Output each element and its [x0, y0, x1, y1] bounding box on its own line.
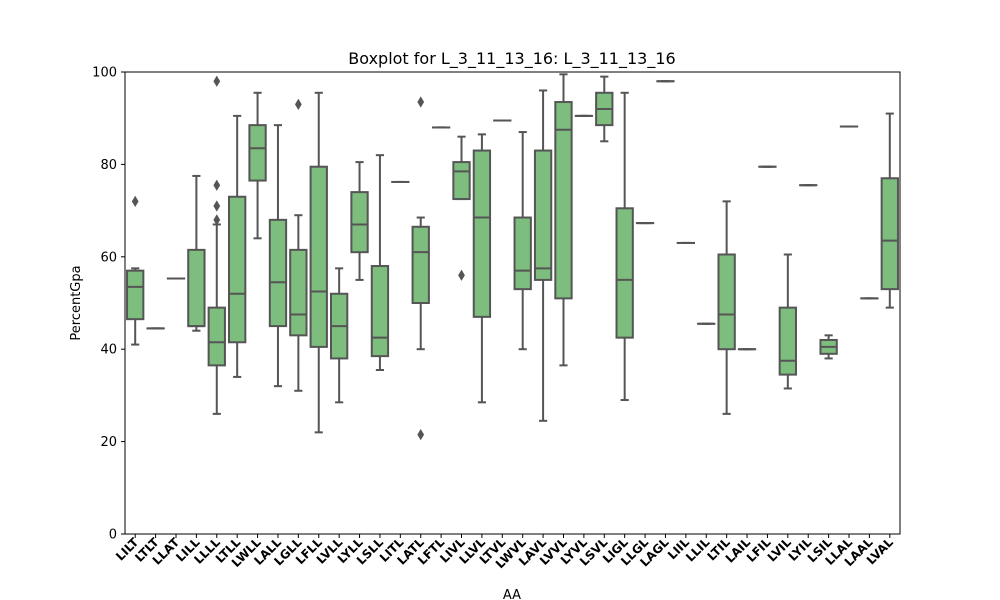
box-body	[228, 195, 247, 344]
y-tick-label: 40	[100, 343, 117, 358]
box-LVLL	[329, 267, 349, 404]
box-LIVL	[452, 135, 471, 281]
box-LIGL	[615, 91, 634, 402]
box-LILL	[187, 174, 206, 332]
box-body	[309, 165, 328, 348]
box-body	[126, 269, 145, 321]
box-LSIL	[819, 334, 838, 360]
box-body	[554, 101, 573, 300]
outlier-point	[213, 214, 221, 226]
box-body	[513, 216, 532, 291]
y-tick-label: 60	[100, 250, 117, 265]
outlier-point	[458, 269, 465, 281]
plot-area	[126, 73, 899, 441]
outlier-point	[213, 200, 221, 212]
box-LILT	[126, 195, 145, 346]
box-body	[411, 225, 430, 305]
box-body	[207, 306, 226, 367]
box-body	[187, 248, 206, 328]
x-axis-label: AA	[503, 588, 521, 600]
y-axis-label: PercentGpa	[69, 265, 84, 340]
box-body	[472, 149, 492, 318]
y-tick-label: 100	[92, 66, 117, 81]
box-body	[248, 124, 267, 182]
box-body	[778, 306, 797, 376]
box-LSLL	[370, 154, 390, 371]
y-tick-label: 80	[100, 158, 117, 173]
box-LTLL	[228, 114, 247, 378]
x-axis: LILTLTLTLLATLILLLLLLLTLLLWLLLALLLGLLLFLL…	[113, 534, 896, 571]
box-body	[289, 248, 308, 337]
outlier-point	[417, 96, 425, 108]
box-LATL	[411, 96, 430, 441]
box-body	[370, 265, 390, 358]
outlier-point	[131, 195, 139, 207]
box-LTIL	[717, 200, 736, 415]
y-tick-label: 20	[100, 435, 117, 450]
outlier-point	[213, 75, 221, 87]
box-LFLL	[309, 91, 328, 434]
box-LWVL	[513, 131, 532, 351]
axes-frame	[124, 71, 901, 535]
box-LYLL	[350, 161, 369, 281]
outlier-point	[417, 429, 425, 441]
box-body	[452, 161, 471, 201]
box-LLLL	[207, 75, 226, 415]
box-LGLL	[289, 98, 308, 392]
box-body	[533, 149, 553, 281]
box-body	[615, 207, 634, 339]
box-LVVL	[554, 73, 573, 367]
box-LSVL	[595, 75, 614, 143]
box-LVAL	[880, 112, 899, 309]
box-body	[268, 218, 288, 328]
box-LVIL	[778, 253, 797, 390]
box-LWLL	[248, 91, 267, 240]
box-body	[717, 253, 736, 351]
y-axis: 0 20 40 60 80 100	[92, 66, 125, 543]
box-body	[880, 177, 899, 291]
box-body	[350, 191, 369, 254]
y-tick-label: 0	[109, 528, 117, 543]
box-LLVL	[472, 133, 492, 404]
outlier-point	[294, 98, 302, 110]
outlier-point	[213, 179, 221, 191]
box-LALL	[268, 124, 288, 388]
box-LAVL	[533, 89, 553, 422]
chart-title: Boxplot for L_3_11_13_16: L_3_11_13_16	[348, 49, 675, 69]
